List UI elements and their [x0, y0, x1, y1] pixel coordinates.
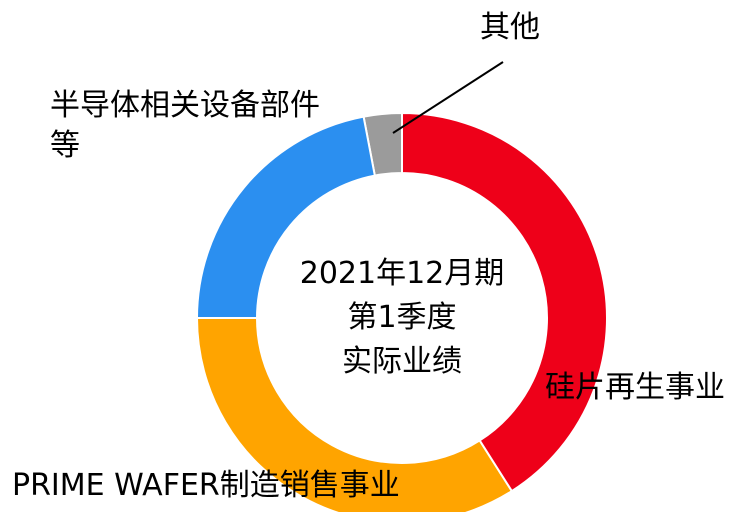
center-text: 2021年12月期 第1季度 实际业绩: [262, 252, 542, 384]
leader-line: [392, 61, 504, 134]
slice-label: PRIME WAFER制造销售事业: [12, 468, 400, 503]
slice-label: 其他: [480, 10, 540, 45]
donut-slice: [195, 317, 514, 512]
donut-slice: [195, 115, 376, 319]
donut-slice: [401, 111, 608, 493]
slice-label: 半导体相关设备部件等: [50, 88, 320, 163]
center-line: 实际业绩: [342, 344, 462, 379]
center-line: 2021年12月期: [299, 256, 505, 291]
slice-label: 硅片再生事业: [545, 370, 725, 405]
center-line: 第1季度: [347, 300, 457, 335]
